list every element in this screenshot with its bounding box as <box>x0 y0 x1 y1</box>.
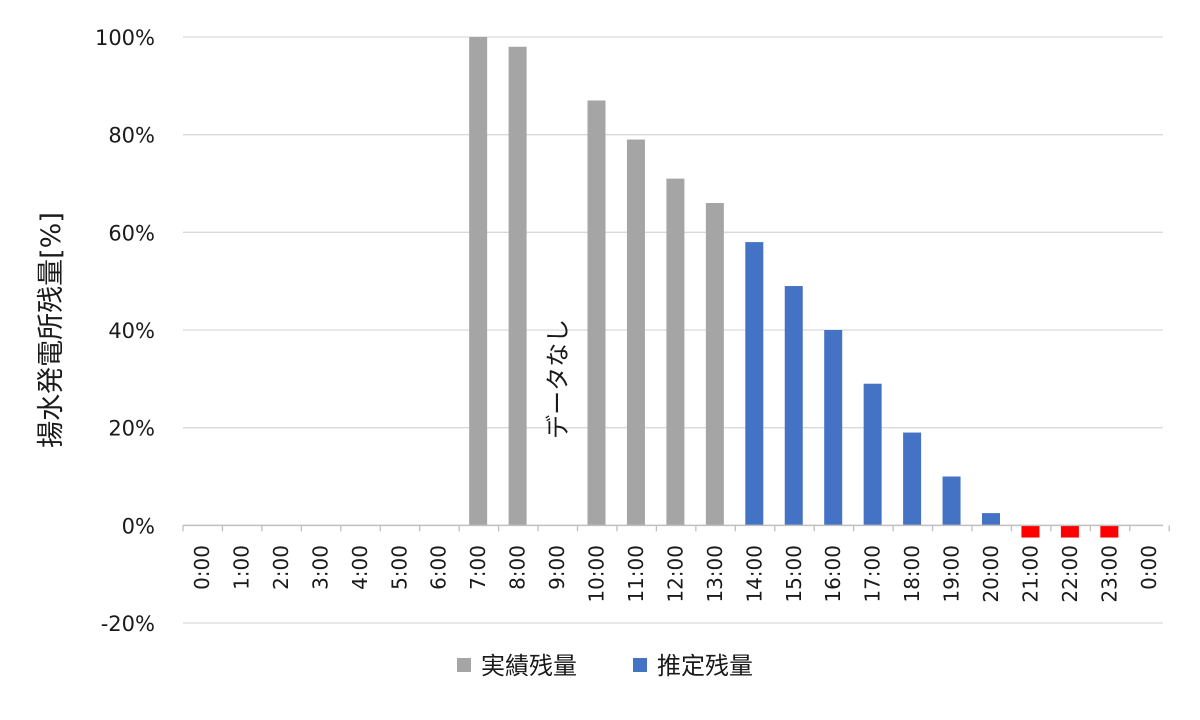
x-tick-label: 0:00 <box>190 545 214 590</box>
x-tick-label: 2:00 <box>269 545 293 590</box>
bar-series-1 <box>942 476 961 526</box>
bar-series-0 <box>587 100 606 526</box>
legend-swatch <box>457 658 471 672</box>
x-axis <box>182 524 1170 532</box>
x-tick-label: 22:00 <box>1058 545 1082 603</box>
y-tick-label: 100% <box>95 26 155 50</box>
x-tick-label: 19:00 <box>940 545 964 603</box>
x-tick-label: 4:00 <box>348 545 372 590</box>
y-tick-label: 20% <box>108 417 155 441</box>
y-tick-label: -20% <box>101 612 155 636</box>
x-tick-label: 12:00 <box>663 545 687 603</box>
y-tick-label: 60% <box>108 221 155 245</box>
x-tick-label: 23:00 <box>1097 545 1121 603</box>
x-tick-label: 8:00 <box>506 545 530 590</box>
bar-series-0 <box>508 46 527 526</box>
bar-series-0 <box>626 139 645 526</box>
x-tick-label: 5:00 <box>387 545 411 590</box>
y-tick-label: 0% <box>122 514 155 538</box>
x-axis-tick-labels: 0:00 1:00 2:00 3:00 4:00 5:00 6:00 7:00 8:00 9:00… <box>190 545 1161 603</box>
legend-label: 推定残量 <box>657 652 753 680</box>
x-tick-label: 14:00 <box>742 545 766 603</box>
x-tick-label: 0:00 <box>1137 545 1161 590</box>
bar-series-2 <box>1100 525 1119 538</box>
bar-series-2 <box>1060 525 1079 538</box>
x-tick-label: 3:00 <box>308 545 332 590</box>
y-tick-label: 40% <box>108 319 155 343</box>
bar-series-1 <box>784 286 803 526</box>
x-tick-label: 13:00 <box>703 545 727 603</box>
y-tick-label: 80% <box>108 124 155 148</box>
bar-series-0 <box>469 37 488 526</box>
annotation-no-data: データなし <box>544 319 572 439</box>
bar-series-2 <box>1021 525 1040 538</box>
x-tick-label: 17:00 <box>861 545 885 603</box>
x-tick-label: 9:00 <box>545 545 569 590</box>
annotations: データなし <box>544 319 572 439</box>
bar-series-1 <box>903 432 922 526</box>
bar-series-1 <box>824 330 843 526</box>
bar-series-1 <box>745 242 764 526</box>
x-tick-label: 7:00 <box>466 545 490 590</box>
x-tick-label: 15:00 <box>782 545 806 603</box>
x-tick-label: 18:00 <box>900 545 924 603</box>
legend-swatch <box>633 658 647 672</box>
x-tick-label: 16:00 <box>821 545 845 603</box>
x-tick-label: 21:00 <box>1018 545 1042 603</box>
y-axis-title: 揚水発電所残量[%] <box>36 212 67 448</box>
x-tick-label: 20:00 <box>979 545 1003 603</box>
y-axis-tick-labels: -20% 0% 20% 40% 60% 80% 100% <box>95 26 155 636</box>
legend: 実績残量 推定残量 <box>457 652 753 680</box>
x-tick-label: 6:00 <box>427 545 451 590</box>
bar-series-0 <box>705 203 724 526</box>
bar-series-0 <box>666 178 685 526</box>
x-tick-label: 1:00 <box>229 545 253 590</box>
legend-label: 実績残量 <box>481 652 577 680</box>
bar-series-1 <box>863 383 882 526</box>
bar-series-1 <box>982 513 1000 526</box>
bars <box>469 37 1119 538</box>
x-tick-label: 11:00 <box>624 545 648 603</box>
x-tick-label: 10:00 <box>585 545 609 603</box>
